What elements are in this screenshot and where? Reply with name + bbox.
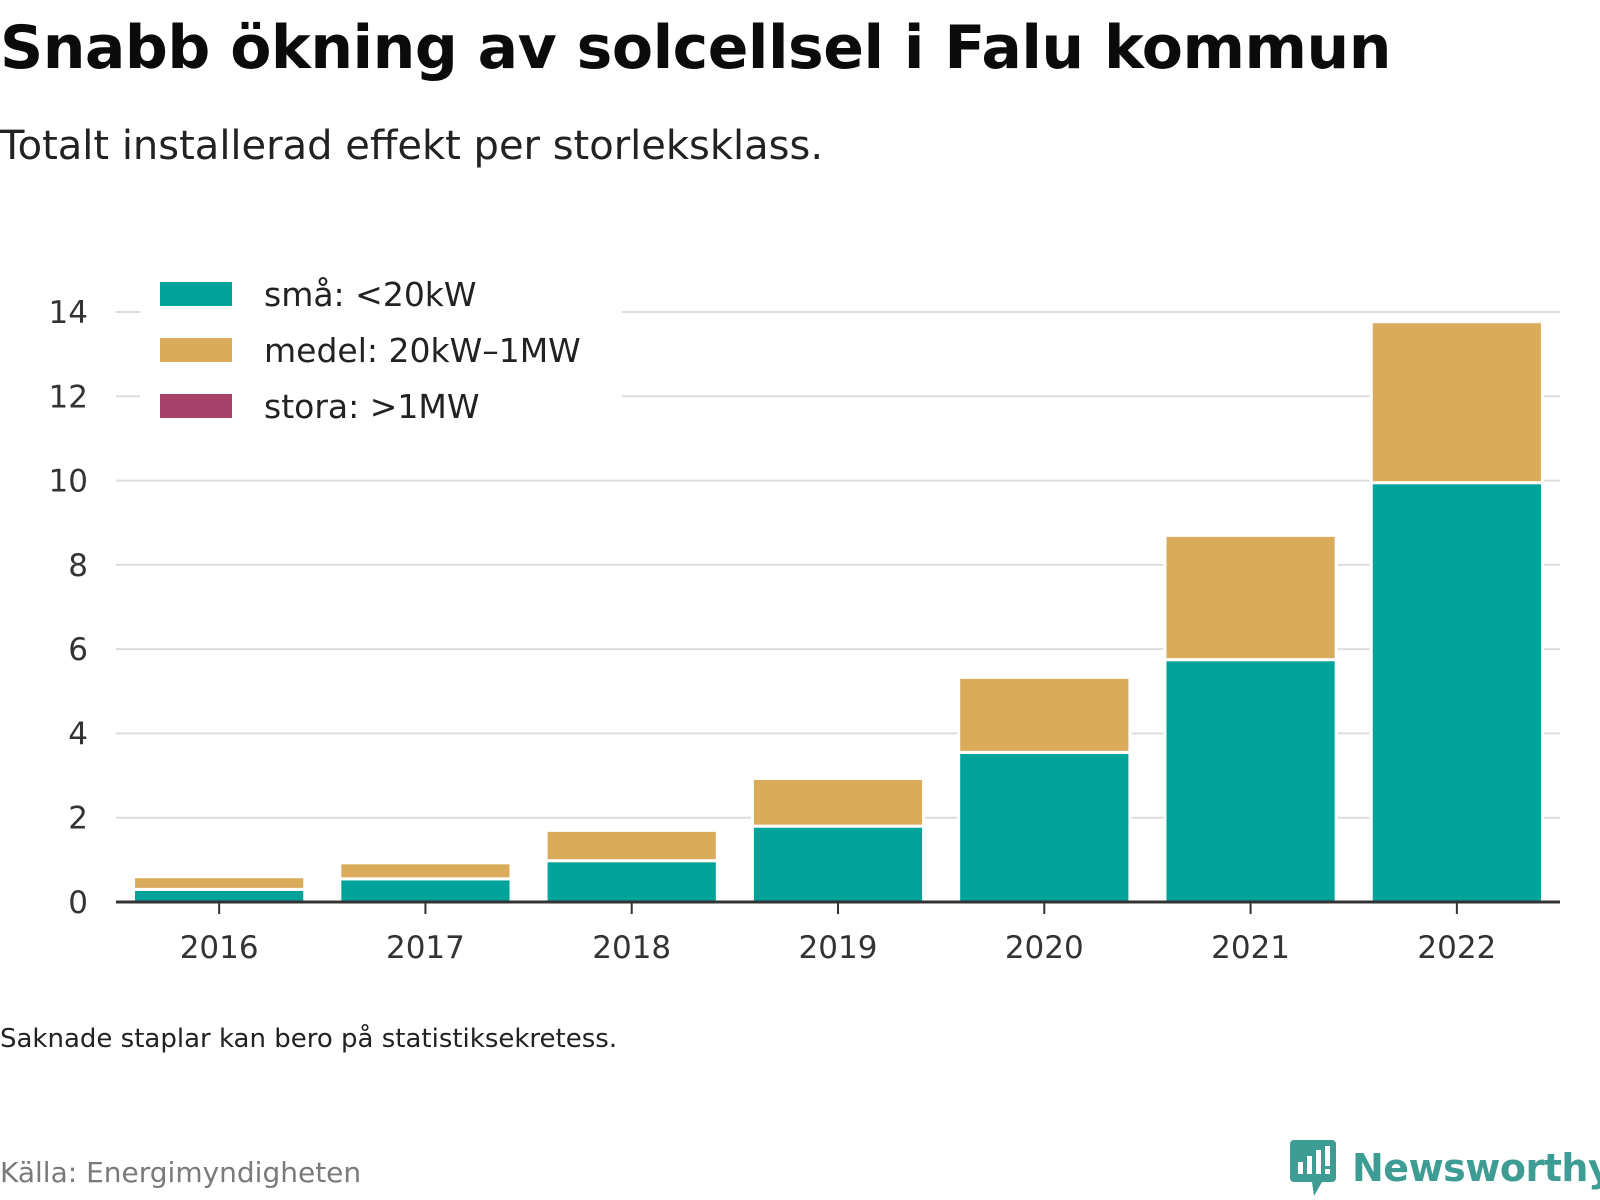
legend-label: små: <20kW — [264, 275, 477, 314]
stacked-bar-chart: 2016 2017 2018 2019 2020 2021 2022 0 2 4 6 8 10 12 14… — [49, 262, 1560, 966]
legend: små: <20kW medel: 20kW–1MW stora: >1MW — [140, 262, 622, 434]
bar-2016-series-0 — [132, 887, 307, 904]
x-tick-label: 2022 — [1417, 930, 1496, 966]
x-axis: 2016 2017 2018 2019 2020 2021 2022 — [116, 900, 1560, 966]
source-credit: Källa: Energimyndigheten — [0, 1156, 362, 1189]
newsworthy-logo-icon — [1290, 1140, 1336, 1196]
bar-2016-series-1 — [132, 875, 307, 891]
legend-label: stora: >1MW — [264, 387, 479, 426]
y-tick-label: 0 — [68, 885, 88, 921]
legend-label: medel: 20kW–1MW — [264, 331, 581, 370]
brand-name: Newsworthy — [1352, 1146, 1600, 1190]
bar-2018-series-1 — [544, 828, 719, 863]
y-tick-label: 14 — [49, 295, 88, 331]
legend-swatch — [160, 394, 232, 418]
bar-2021-series-0 — [1163, 658, 1338, 904]
y-tick-label: 10 — [49, 464, 88, 500]
x-tick-label: 2021 — [1211, 930, 1290, 966]
y-tick-label: 2 — [68, 801, 88, 837]
bar-2017-series-1 — [338, 861, 513, 881]
legend-swatch — [160, 338, 232, 362]
x-tick-label: 2016 — [180, 930, 259, 966]
x-tick-label: 2019 — [799, 930, 878, 966]
y-tick-label: 8 — [68, 548, 88, 584]
y-axis-labels: 0 2 4 6 8 10 12 14 — [49, 295, 88, 921]
bar-2019-series-1 — [750, 777, 926, 828]
bar-2017-series-0 — [338, 877, 513, 904]
bar-2018-series-0 — [544, 859, 719, 904]
bar-2022-series-1 — [1369, 320, 1544, 485]
legend-swatch — [160, 282, 232, 306]
chart-subtitle: Totalt installerad effekt per storlekskl… — [0, 123, 824, 169]
bar-2019-series-0 — [750, 824, 926, 904]
bar-2020-series-1 — [957, 675, 1132, 754]
y-tick-label: 12 — [49, 379, 88, 415]
y-tick-label: 4 — [68, 716, 88, 752]
bar-2022-series-0 — [1369, 481, 1544, 904]
x-tick-label: 2017 — [386, 930, 465, 966]
brand: Newsworthy — [1288, 1138, 1600, 1198]
bar-2020-series-0 — [957, 750, 1132, 904]
footnote: Saknade staplar kan bero på statistiksek… — [0, 1024, 618, 1054]
y-tick-label: 6 — [68, 632, 88, 668]
chart-title: Snabb ökning av solcellsel i Falu kommun — [0, 13, 1391, 83]
x-tick-label: 2020 — [1005, 930, 1084, 966]
x-tick-label: 2018 — [592, 930, 671, 966]
bar-segments — [132, 320, 1544, 904]
bar-2021-series-1 — [1163, 533, 1338, 662]
